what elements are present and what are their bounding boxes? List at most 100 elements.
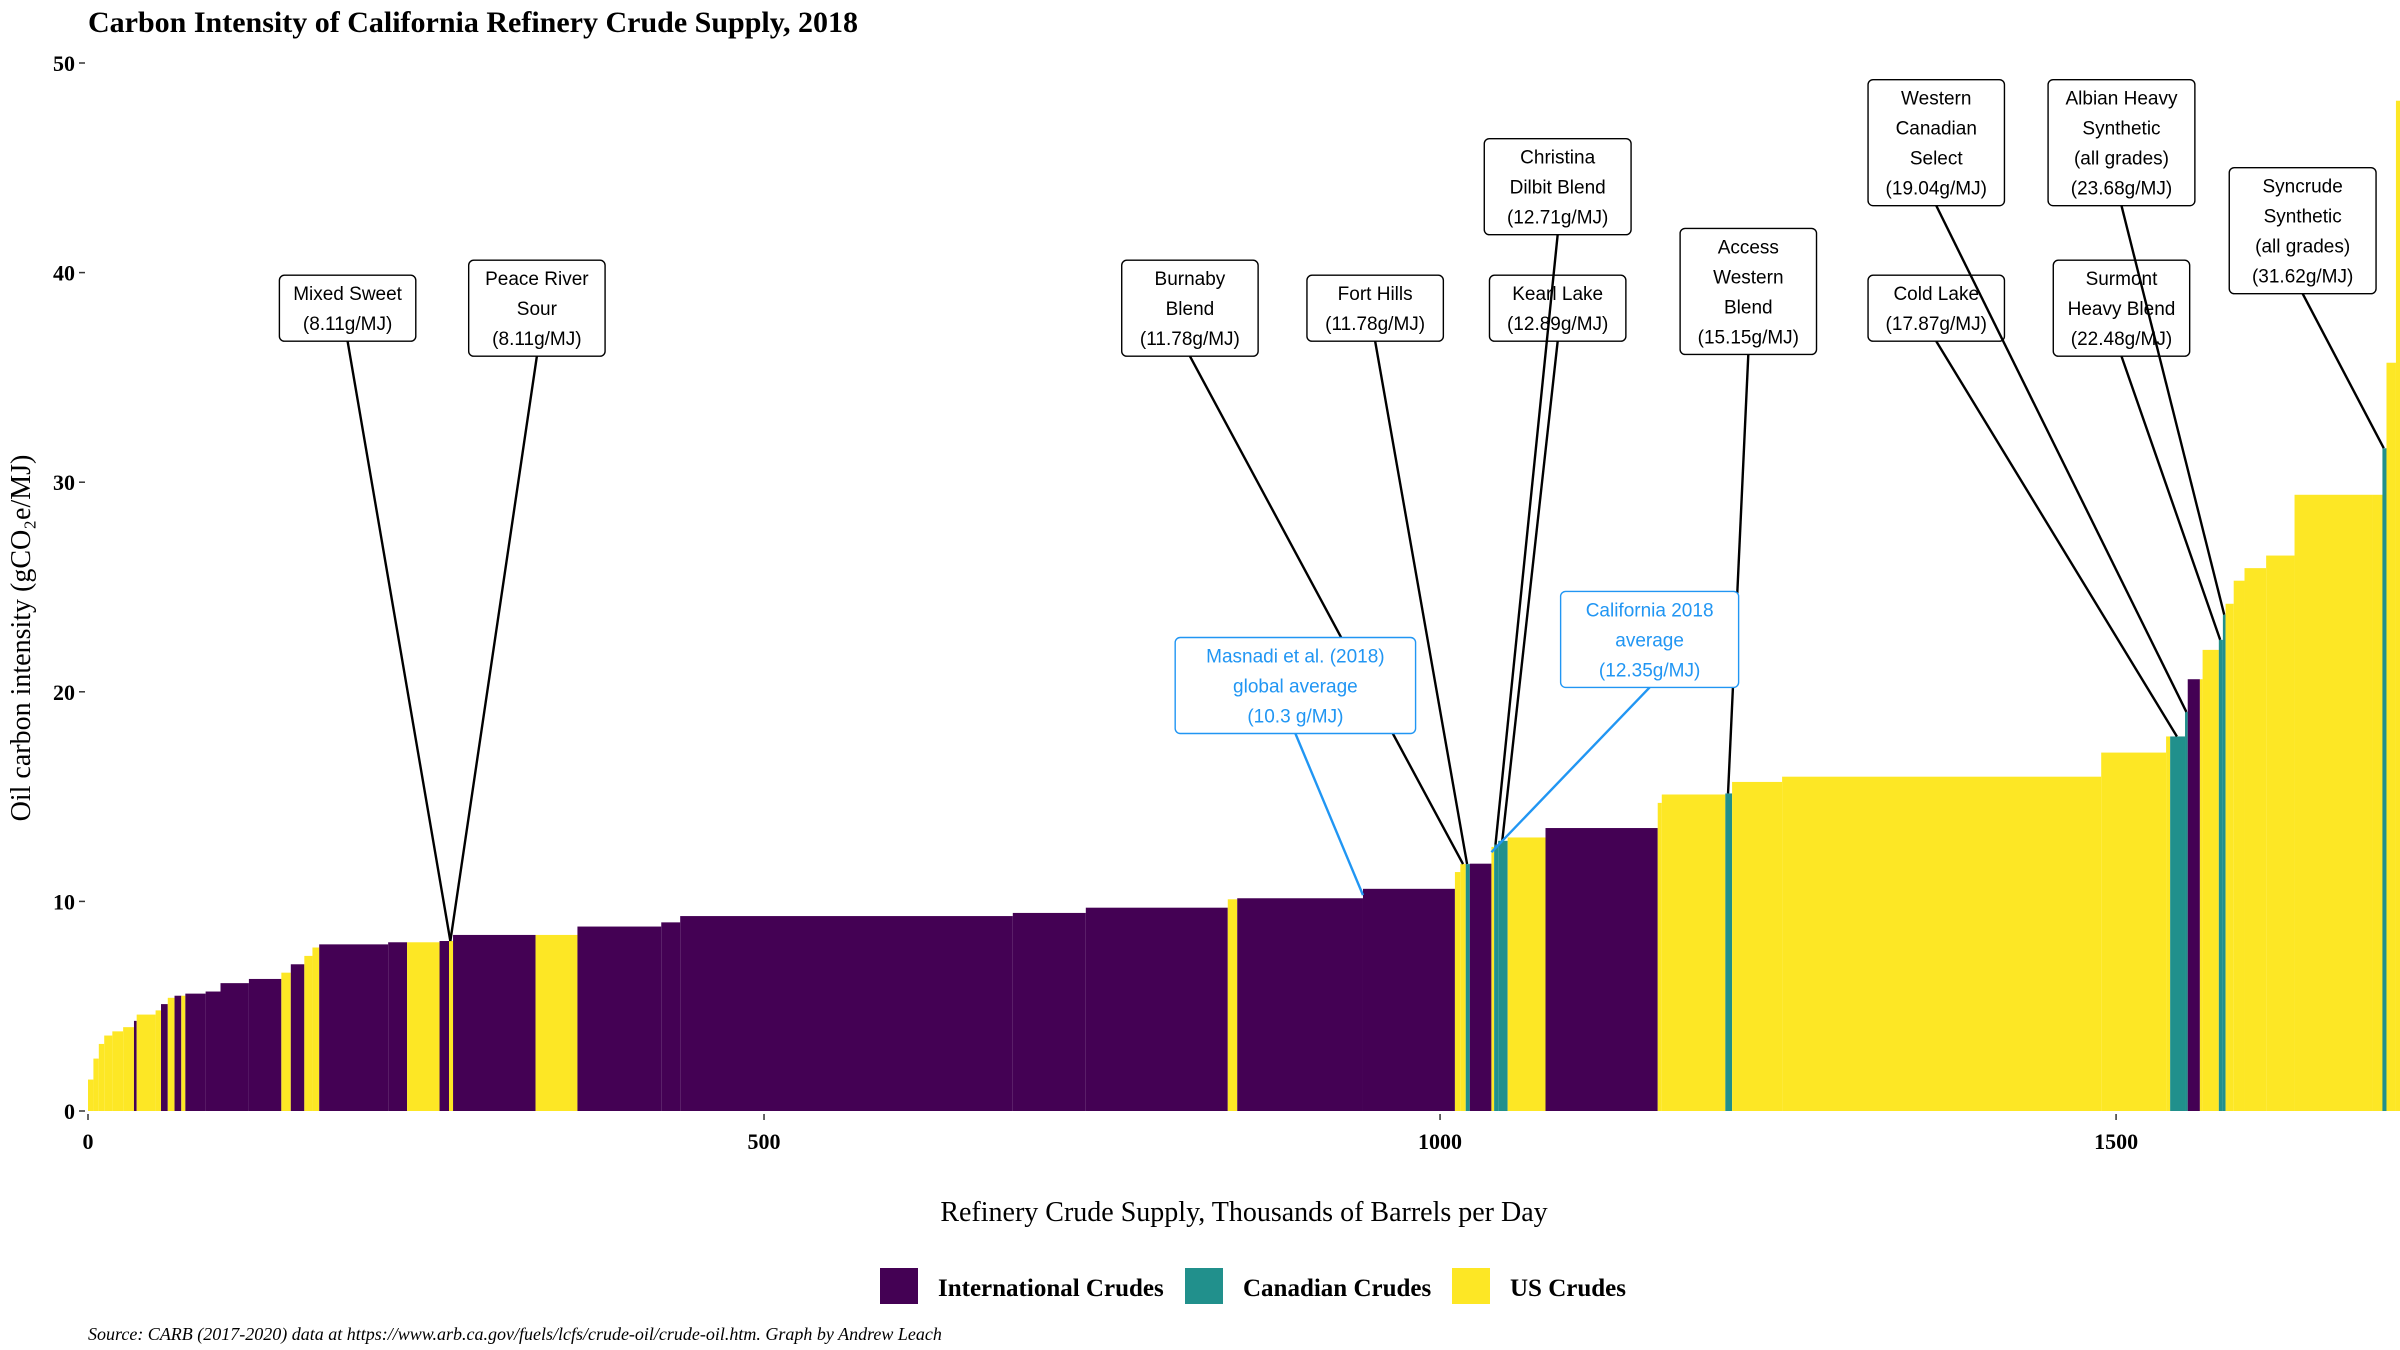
crude-bar (93, 1058, 99, 1111)
crude-bar (2233, 580, 2245, 1111)
x-tick-label: 1500 (2094, 1129, 2138, 1154)
annotation-label: Western Canadian Select (19.04g/MJ) (1867, 78, 2188, 713)
crude-bar (1085, 907, 1228, 1111)
crude-bar (2225, 603, 2234, 1111)
annotation-label: Masnadi et al. (2018) global average (10.3… (1174, 636, 1417, 896)
y-tick-label: 0 (64, 1099, 75, 1124)
annotation-box (2052, 259, 2191, 357)
crude-bar (161, 1004, 168, 1111)
annotation-text: (all grades) (2074, 149, 2169, 170)
annotation-leader (1501, 341, 1559, 841)
annotation-text: Christina (1520, 148, 1595, 169)
legend-label: US Crudes (1510, 1275, 1626, 1302)
crude-bar (133, 1020, 137, 1111)
annotation-box (1559, 590, 1740, 689)
annotation-label: Surmont Heavy Blend (22.48g/MJ) (2052, 259, 2222, 641)
annotation-text: Masnadi et al. (2018) (1206, 647, 1385, 668)
annotation-label: Access Western Blend (15.15g/MJ) (1679, 227, 1818, 794)
annotation-leader (1726, 354, 1750, 794)
annotation-box (1174, 636, 1417, 735)
annotation-text: Mixed Sweet (293, 284, 402, 305)
crude-bar (448, 941, 454, 1111)
crude-bar (439, 941, 449, 1111)
y-tick-label: 30 (53, 470, 75, 495)
crude-bar (136, 1014, 156, 1111)
legend-swatch (1185, 1268, 1223, 1304)
crude-bar (1362, 888, 1455, 1111)
crude-bar (98, 1043, 105, 1111)
annotation-box (1867, 274, 2006, 342)
annotation-text: Dilbit Blend (1510, 178, 1606, 199)
annotation-text: Heavy Blend (2068, 299, 2176, 320)
crude-bar (1507, 837, 1546, 1111)
crude-bar (2101, 752, 2167, 1111)
annotation-leader (449, 356, 539, 942)
annotation-text: Western (1901, 89, 1971, 110)
annotation-box (1306, 274, 1445, 342)
y-tick-label: 10 (53, 889, 75, 914)
annotation-text: Sour (517, 299, 558, 320)
crude-bar (1782, 776, 2102, 1111)
crude-bar (2395, 100, 2400, 1111)
y-axis-title: Oil carbon intensity (gCO₂e/MJ) (6, 455, 37, 822)
crude-bar (2244, 568, 2267, 1111)
crude-bar (2202, 649, 2219, 1111)
crude-bar (1237, 898, 1363, 1111)
crude-bar (2266, 555, 2295, 1111)
crude-bar (577, 926, 662, 1111)
crude-bar (248, 978, 282, 1111)
crude-bar (2187, 679, 2200, 1111)
crude-bar (453, 934, 536, 1111)
annotation-leader (346, 341, 452, 942)
annotation-label: Kearl Lake (12.89g/MJ) (1488, 274, 1627, 841)
y-tick-label: 40 (53, 261, 75, 286)
y-tick-label: 20 (53, 680, 75, 705)
annotation-label: Peace River Sour (8.11g/MJ) (449, 259, 606, 942)
crude-bar (174, 995, 182, 1111)
annotation-text: Surmont (2086, 269, 2159, 290)
annotation-leader (1935, 205, 2188, 713)
annotation-text: Western (1713, 267, 1783, 288)
annotation-box (1488, 274, 1627, 342)
crude-bar (1545, 828, 1658, 1111)
annotation-box (2047, 78, 2196, 207)
crude-bar (2382, 448, 2387, 1111)
crude-bar (1465, 864, 1470, 1111)
annotation-label: Fort Hills (11.78g/MJ) (1306, 274, 1469, 865)
crude-bar (2166, 736, 2171, 1111)
annotation-label: Mixed Sweet (8.11g/MJ) (278, 274, 452, 942)
crude-bar (167, 997, 175, 1111)
crude-bar (181, 995, 186, 1111)
crude-bar (304, 955, 313, 1111)
x-tick-label: 0 (83, 1129, 94, 1154)
crude-bar (388, 942, 408, 1111)
crude-bar (1460, 864, 1466, 1111)
annotation-text: Albian Heavy (2066, 89, 2178, 110)
annotation-label: California 2018 average (12.35g/MJ) (1490, 590, 1740, 853)
annotation-text: average (1615, 630, 1684, 651)
annotation-text: Blend (1724, 297, 1773, 318)
crude-bar (2386, 362, 2396, 1111)
annotation-leader (1494, 234, 1559, 845)
crude-bar (2222, 614, 2226, 1111)
annotation-text: Access (1718, 237, 1779, 258)
annotation-text: Blend (1166, 299, 1215, 320)
annotation-leader (2301, 293, 2385, 449)
annotation-text: (12.35g/MJ) (1599, 660, 1700, 681)
annotation-text: global average (1233, 677, 1358, 698)
crude-bar (112, 1031, 124, 1111)
annotation-text: (10.3 g/MJ) (1247, 707, 1343, 728)
annotation-box (278, 274, 417, 342)
crude-bar (1725, 793, 1733, 1111)
annotation-text: Select (1910, 149, 1964, 170)
annotation-box (2228, 166, 2377, 295)
crude-bar (1227, 899, 1238, 1111)
crude-bar (290, 964, 305, 1111)
legend: International Crudes Canadian Crudes US Cr… (880, 1268, 1626, 1304)
annotation-text: (8.11g/MJ) (303, 314, 392, 335)
legend-item: Canadian Crudes (1185, 1268, 1432, 1304)
crude-bar (1454, 872, 1461, 1111)
legend-item: International Crudes (880, 1268, 1164, 1304)
crude-bar (1732, 781, 1783, 1111)
legend-item: US Crudes (1452, 1268, 1626, 1304)
